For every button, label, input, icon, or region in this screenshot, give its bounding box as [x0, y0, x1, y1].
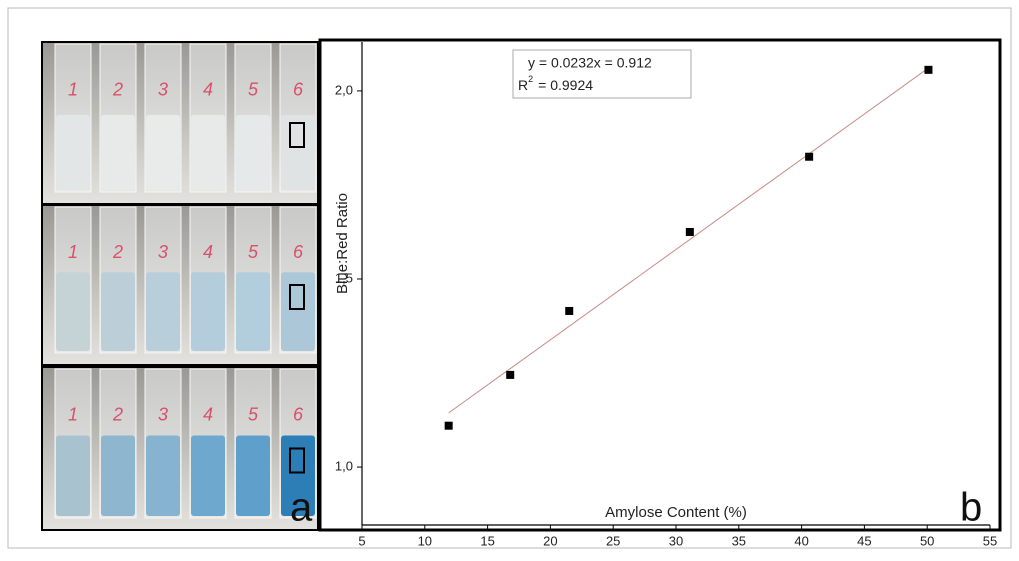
- data-point: [805, 152, 814, 161]
- data-point: [565, 306, 574, 315]
- r-squared: R2 = 0.9924: [518, 74, 593, 92]
- liquid: [101, 114, 135, 190]
- liquid: [146, 114, 180, 190]
- x-tick-label: 50: [920, 533, 934, 548]
- marker-box: [289, 447, 305, 474]
- y-tick-label: 1,5: [335, 270, 353, 285]
- trend-line: [448, 67, 929, 414]
- liquid: [146, 272, 180, 351]
- liquid: [191, 272, 225, 351]
- y-axis-label: Blue:Red Ratio: [334, 193, 351, 294]
- liquid: [101, 272, 135, 351]
- tube-label: 1: [68, 405, 78, 425]
- data-point: [685, 227, 694, 236]
- x-tick-label: 25: [606, 533, 620, 548]
- tube-label: 1: [68, 242, 78, 262]
- liquid: [56, 272, 90, 351]
- liquid: [281, 114, 315, 190]
- panel-label: a: [290, 486, 313, 530]
- x-axis-label: Amylose Content (%): [605, 504, 747, 521]
- x-tick-label: 30: [669, 533, 683, 548]
- x-tick-label: 35: [732, 533, 746, 548]
- x-tick-label: 5: [358, 533, 365, 548]
- tube-label: 5: [248, 79, 259, 99]
- liquid: [191, 435, 225, 516]
- tube-label: 2: [112, 79, 123, 99]
- y-tick-label: 1,0: [335, 459, 353, 474]
- tube-label: 3: [158, 79, 168, 99]
- tube-label: 6: [293, 79, 304, 99]
- tube-label: 6: [293, 405, 304, 425]
- tube-label: 4: [203, 242, 213, 262]
- marker-box: [289, 284, 305, 310]
- liquid: [101, 435, 135, 516]
- equation: y = 0.0232x = 0.912: [528, 55, 652, 71]
- x-tick-label: 45: [857, 533, 871, 548]
- tube-label: 6: [293, 242, 304, 262]
- tube-label: 2: [112, 405, 123, 425]
- liquid: [236, 272, 270, 351]
- x-tick-label: 55: [983, 533, 997, 548]
- x-tick-label: 20: [543, 533, 557, 548]
- tube-label: 1: [68, 79, 78, 99]
- equation-box: [512, 49, 692, 99]
- r-squared-power: 2: [528, 74, 533, 84]
- r-squared-text: = 0.9924: [538, 77, 593, 93]
- r-squared-symbol: R: [518, 77, 528, 93]
- plot: 5 10 15 20 25 30 35 40 45 50 55 1,0 1,5 2,0 Amylose Co…: [334, 42, 997, 548]
- x-tick-label: 15: [480, 533, 494, 548]
- data-point: [444, 421, 453, 430]
- tube-label: 4: [203, 405, 213, 425]
- liquid: [56, 114, 90, 190]
- x-tick-label: 10: [418, 533, 432, 548]
- liquid: [56, 435, 90, 516]
- marker-box: [289, 122, 305, 148]
- tube-label: 4: [203, 79, 213, 99]
- photo-panel: 1 2 3 4 5 6 1 2 3 4 5 6 1 2 3 4 5 6 a: [41, 41, 319, 531]
- tube-label: 3: [158, 242, 168, 262]
- liquid: [191, 114, 225, 190]
- data-point: [924, 65, 933, 74]
- chart-frame: [318, 38, 1002, 532]
- tube-label: 2: [112, 242, 123, 262]
- liquid: [146, 435, 180, 516]
- liquid: [236, 114, 270, 190]
- panel-label: b: [960, 486, 982, 530]
- liquid: [236, 435, 270, 516]
- x-tick-label: 40: [794, 533, 808, 548]
- data-point: [506, 370, 515, 379]
- tube-label: 3: [158, 405, 168, 425]
- tube-label: 5: [248, 242, 259, 262]
- tube-label: 5: [248, 405, 259, 425]
- y-tick-label: 2,0: [335, 82, 353, 97]
